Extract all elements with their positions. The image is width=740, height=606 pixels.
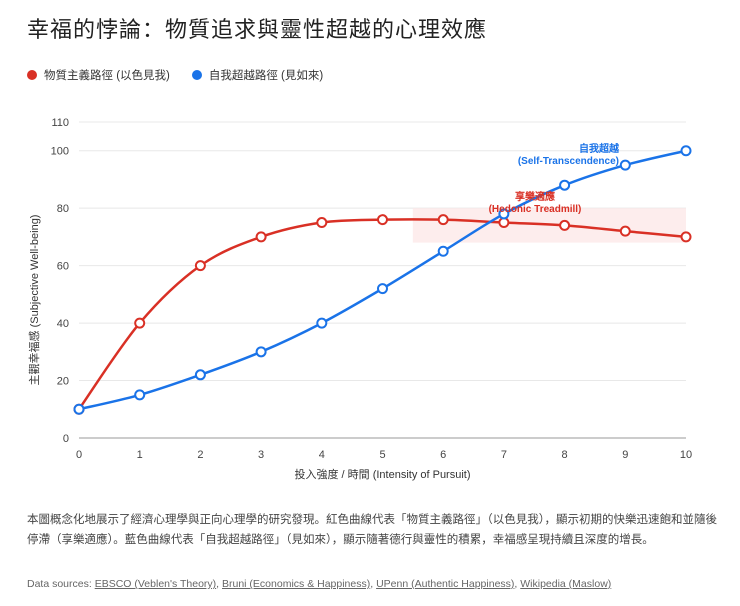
legend-label: 自我超越路徑 (見如來) bbox=[208, 70, 324, 82]
data-point bbox=[194, 369, 206, 381]
data-point bbox=[73, 403, 85, 415]
data-point bbox=[680, 145, 692, 157]
y-tick-label: 100 bbox=[51, 146, 69, 158]
x-tick-label: 2 bbox=[197, 449, 203, 461]
page-title: 幸福的悖論：物質追求與靈性超越的心理效應 bbox=[27, 17, 488, 42]
x-tick-label: 1 bbox=[137, 449, 143, 461]
data-point bbox=[377, 283, 388, 295]
legend-label: 物質主義路徑 (以色見我) bbox=[44, 70, 170, 82]
annotation-label: 享樂適應 bbox=[515, 190, 555, 203]
x-tick-label: 10 bbox=[680, 449, 692, 461]
y-axis-title: 主觀幸福感 (Subjective Well-being) bbox=[27, 215, 41, 386]
data-point bbox=[437, 245, 449, 257]
y-tick-label: 110 bbox=[51, 117, 69, 129]
annotation-label: (Self-Transcendence) bbox=[518, 156, 619, 167]
data-point bbox=[498, 208, 510, 220]
data-point bbox=[255, 346, 267, 358]
source-link[interactable]: EBSCO (Veblen's Theory) bbox=[94, 578, 217, 590]
x-tick-label: 5 bbox=[379, 449, 385, 461]
source-link[interactable]: Wikipedia (Maslow) bbox=[520, 578, 612, 590]
y-tick-label: 80 bbox=[57, 203, 69, 215]
data-point bbox=[559, 179, 571, 191]
data-point bbox=[134, 389, 146, 401]
data-point bbox=[377, 214, 388, 226]
x-tick-label: 9 bbox=[622, 449, 628, 461]
x-tick-label: 3 bbox=[258, 449, 264, 461]
legend: 物質主義路徑 (以色見我) 自我超越路徑 (見如來) bbox=[27, 67, 323, 83]
legend-item-materialism[interactable]: 物質主義路徑 (以色見我) bbox=[27, 67, 170, 83]
y-tick-label: 60 bbox=[57, 261, 69, 273]
source-link[interactable]: UPenn (Authentic Happiness) bbox=[376, 578, 515, 590]
data-point bbox=[194, 260, 206, 272]
data-point bbox=[134, 317, 146, 329]
data-point bbox=[680, 231, 692, 243]
data-point bbox=[316, 217, 328, 229]
y-tick-label: 40 bbox=[57, 318, 69, 330]
data-point bbox=[559, 219, 571, 231]
sources-label: Data sources: bbox=[27, 578, 92, 590]
data-point bbox=[437, 214, 449, 226]
x-tick-label: 4 bbox=[319, 449, 325, 461]
data-point bbox=[619, 159, 631, 171]
x-tick-label: 6 bbox=[440, 449, 446, 461]
series-line-0 bbox=[77, 218, 687, 410]
x-tick-label: 8 bbox=[562, 449, 568, 461]
legend-marker bbox=[191, 70, 202, 80]
source-link[interactable]: Bruni (Economics & Happiness) bbox=[222, 578, 371, 590]
line-chart: 0 20 40 60 80 100 110 0 1 2 3 4 5 6 7 8 9 10 投入強度 / 時間 (In… bbox=[27, 117, 692, 481]
annotation-label: 自我超越 bbox=[579, 142, 620, 155]
data-sources: Data sources: EBSCO (Veblen's Theory), B… bbox=[27, 578, 612, 590]
chart-description: 本圖概念化地展示了經濟心理學與正向心理學的研究發現。紅色曲線代表「物質主義路徑」… bbox=[27, 514, 717, 546]
x-axis-title: 投入強度 / 時間 (Intensity of Pursuit) bbox=[294, 467, 470, 481]
y-tick-label: 0 bbox=[63, 433, 69, 445]
data-point bbox=[255, 231, 267, 243]
annotation-label: (Hedonic Treadmill) bbox=[489, 204, 582, 215]
x-tick-label: 7 bbox=[501, 449, 507, 461]
series-line-1 bbox=[78, 149, 687, 411]
x-tick-label: 0 bbox=[76, 449, 82, 461]
data-point bbox=[316, 317, 328, 329]
data-point bbox=[619, 225, 631, 237]
legend-item-transcendence[interactable]: 自我超越路徑 (見如來) bbox=[191, 67, 324, 83]
y-tick-label: 20 bbox=[57, 376, 69, 388]
legend-marker bbox=[27, 70, 37, 80]
